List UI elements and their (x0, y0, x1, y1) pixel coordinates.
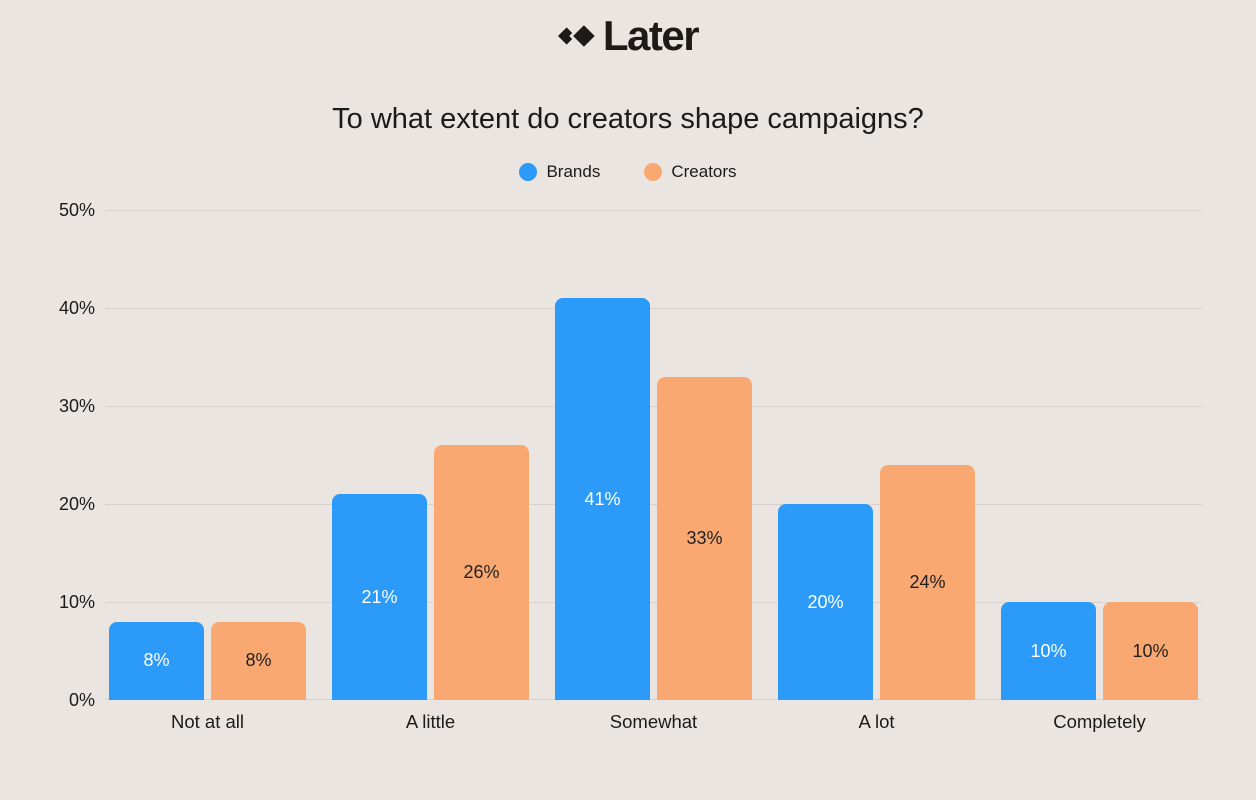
bar-value-creators-somewhat: 33% (686, 527, 723, 548)
bar-value-brands-a-lot: 20% (807, 591, 844, 612)
bar-value-creators-completely: 10% (1132, 640, 1169, 661)
legend-dot-brands (519, 163, 538, 181)
bar-brands-completely: 10% (1001, 602, 1096, 700)
x-tick-a-little: A little (405, 711, 456, 732)
bar-creators-not-at-all: 8% (211, 621, 306, 700)
y-tick-50: 50% (58, 200, 95, 220)
logo: Later (0, 12, 1256, 60)
bar-value-creators-a-little: 26% (463, 562, 500, 583)
bar-brands-somewhat: 41% (555, 298, 650, 700)
bar-group-somewhat: 41% 33% Somewhat (555, 210, 752, 732)
plot-area: 8% 8% Not at all 21% 26% A little 41% 33% Somewh… (105, 210, 1202, 732)
later-logo-icon (557, 25, 595, 47)
y-tick-20: 20% (58, 494, 95, 514)
gridline-20 (105, 504, 1202, 505)
bar-groups: 8% 8% Not at all 21% 26% A little 41% 33% Somewh… (105, 210, 1202, 732)
gridline-0 (105, 699, 1202, 700)
logo-text: Later (602, 12, 700, 59)
bar-brands-a-lot: 20% (778, 504, 873, 700)
chart-title: To what extent do creators shape campaig… (332, 103, 924, 135)
bar-creators-a-lot: 24% (880, 464, 975, 700)
legend-label-brands: Brands (546, 162, 601, 181)
y-axis: 0% 10% 20% 30% 40% 50% (0, 200, 95, 710)
y-tick-10: 10% (58, 592, 95, 612)
y-tick-30: 30% (58, 396, 95, 416)
bar-brands-a-little: 21% (332, 494, 427, 700)
legend-item-creators: Creators (644, 162, 737, 182)
bar-group-a-little: 21% 26% A little (332, 210, 529, 732)
bar-creators-somewhat: 33% (657, 376, 752, 700)
gridline-50 (105, 210, 1202, 211)
bar-value-brands-not-at-all: 8% (143, 650, 170, 671)
x-tick-not-at-all: Not at all (170, 711, 244, 732)
bar-group-not-at-all: 8% 8% Not at all (109, 210, 306, 732)
gridline-10 (105, 602, 1202, 603)
bar-creators-a-little: 26% (434, 445, 529, 700)
legend-label-creators: Creators (671, 162, 737, 181)
y-tick-40: 40% (58, 298, 95, 318)
bar-value-brands-completely: 10% (1030, 640, 1067, 661)
bar-group-completely: 10% 10% Completely (1001, 210, 1198, 732)
y-tick-0: 0% (68, 690, 95, 710)
bar-value-brands-somewhat: 41% (584, 488, 621, 509)
legend-dot-creators (644, 163, 663, 181)
bar-brands-not-at-all: 8% (109, 621, 204, 700)
x-tick-a-lot: A lot (858, 711, 895, 732)
bar-value-creators-a-lot: 24% (909, 571, 946, 592)
chart-legend: Brands Creators (0, 162, 1256, 182)
gridline-30 (105, 406, 1202, 407)
bar-group-a-lot: 20% 24% A lot (778, 210, 975, 732)
x-tick-somewhat: Somewhat (609, 711, 698, 732)
bar-value-brands-a-little: 21% (361, 586, 398, 607)
x-tick-completely: Completely (1053, 711, 1146, 732)
legend-item-brands: Brands (519, 162, 600, 182)
gridline-40 (105, 308, 1202, 309)
bar-value-creators-not-at-all: 8% (245, 650, 272, 671)
bar-creators-completely: 10% (1103, 602, 1198, 700)
